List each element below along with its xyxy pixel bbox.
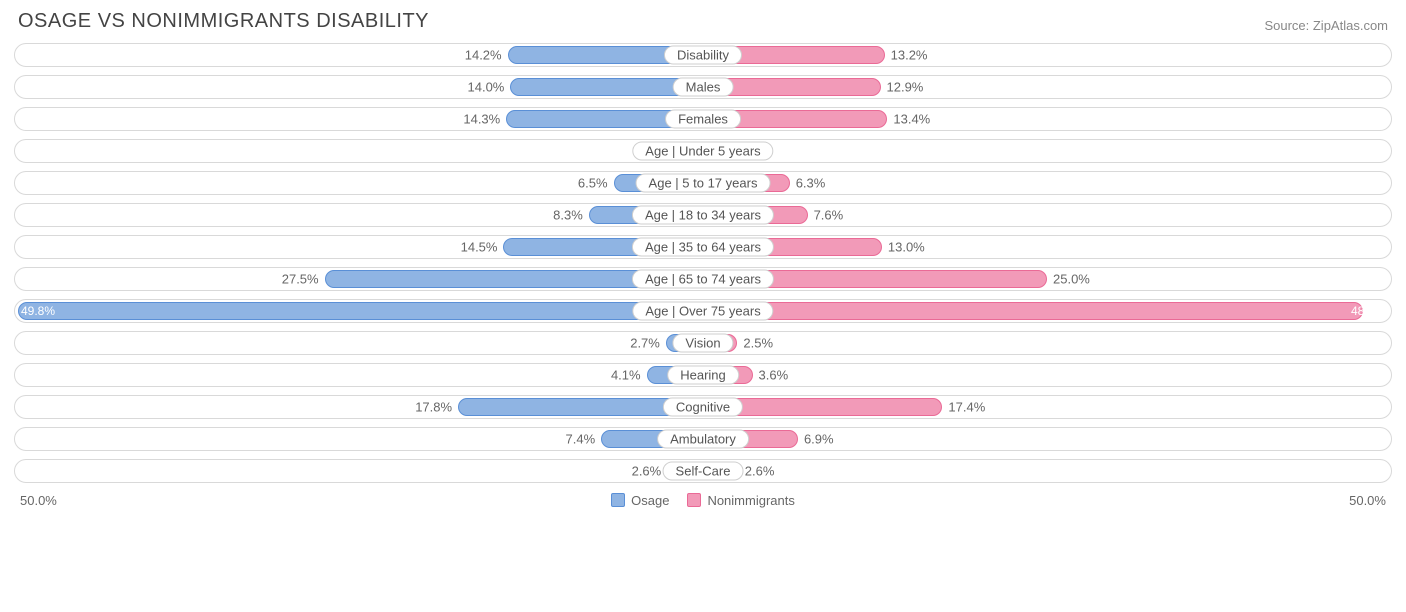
pct-left: 14.2% — [465, 48, 502, 63]
source-attribution: Source: ZipAtlas.com — [1264, 18, 1388, 33]
row-label: Age | 35 to 64 years — [632, 238, 774, 257]
pct-left: 6.5% — [578, 176, 608, 191]
pct-right: 13.0% — [888, 240, 925, 255]
row-label: Age | Over 75 years — [632, 302, 773, 321]
chart-row: 17.8% 17.4% Cognitive — [14, 395, 1392, 419]
axis-left-max: 50.0% — [20, 493, 57, 508]
chart-row: 14.5% 13.0% Age | 35 to 64 years — [14, 235, 1392, 259]
chart-row: 6.5% 6.3% Age | 5 to 17 years — [14, 171, 1392, 195]
pct-right: 2.6% — [745, 464, 775, 479]
chart-row: 27.5% 25.0% Age | 65 to 74 years — [14, 267, 1392, 291]
pct-left: 49.8% — [21, 304, 55, 318]
row-label: Self-Care — [663, 462, 744, 481]
pct-left: 8.3% — [553, 208, 583, 223]
pct-right: 13.4% — [893, 112, 930, 127]
pct-left: 2.6% — [632, 464, 662, 479]
row-label: Age | Under 5 years — [632, 142, 773, 161]
row-label: Ambulatory — [657, 430, 749, 449]
pct-right: 12.9% — [887, 80, 924, 95]
row-label: Age | 65 to 74 years — [632, 270, 774, 289]
pct-left: 4.1% — [611, 368, 641, 383]
pct-left: 14.3% — [463, 112, 500, 127]
legend-label: Nonimmigrants — [707, 493, 794, 508]
chart-row: 14.3% 13.4% Females — [14, 107, 1392, 131]
pct-right: 6.9% — [804, 432, 834, 447]
legend-swatch — [611, 493, 625, 507]
pct-right: 6.3% — [796, 176, 826, 191]
axis-right-max: 50.0% — [1349, 493, 1386, 508]
pct-left: 7.4% — [566, 432, 596, 447]
chart-row: 8.3% 7.6% Age | 18 to 34 years — [14, 203, 1392, 227]
pct-right: 13.2% — [891, 48, 928, 63]
row-label: Age | 18 to 34 years — [632, 206, 774, 225]
bar-left — [18, 302, 703, 320]
row-label: Females — [665, 110, 741, 129]
pct-left: 14.5% — [461, 240, 498, 255]
pct-right: 3.6% — [759, 368, 789, 383]
chart-row: 4.1% 3.6% Hearing — [14, 363, 1392, 387]
bar-right — [703, 302, 1363, 320]
chart-row: 14.2% 13.2% Disability — [14, 43, 1392, 67]
row-label: Cognitive — [663, 398, 743, 417]
chart-row: 49.8% 48.0% Age | Over 75 years — [14, 299, 1392, 323]
legend-item: Osage — [611, 493, 669, 508]
row-label: Males — [673, 78, 734, 97]
pct-right: 2.5% — [743, 336, 773, 351]
legend-item: Nonimmigrants — [687, 493, 794, 508]
pct-left: 27.5% — [282, 272, 319, 287]
pct-right: 7.6% — [814, 208, 844, 223]
chart-row: 7.4% 6.9% Ambulatory — [14, 427, 1392, 451]
row-label: Disability — [664, 46, 742, 65]
legend-label: Osage — [631, 493, 669, 508]
chart-row: 2.7% 2.5% Vision — [14, 331, 1392, 355]
pct-left: 14.0% — [468, 80, 505, 95]
legend-swatch — [687, 493, 701, 507]
diverging-bar-chart: 14.2% 13.2% Disability 14.0% 12.9% Males 14.3%… — [14, 43, 1392, 483]
pct-right: 48.0% — [1351, 304, 1385, 318]
pct-right: 17.4% — [948, 400, 985, 415]
row-label: Hearing — [667, 366, 739, 385]
pct-left: 2.7% — [630, 336, 660, 351]
chart-title: OSAGE VS NONIMMIGRANTS DISABILITY — [18, 10, 429, 33]
row-label: Age | 5 to 17 years — [636, 174, 771, 193]
pct-right: 25.0% — [1053, 272, 1090, 287]
chart-row: 2.6% 2.6%Self-Care — [14, 459, 1392, 483]
legend: Osage Nonimmigrants — [611, 493, 795, 508]
chart-row: 14.0% 12.9% Males — [14, 75, 1392, 99]
chart-row: 1.8%1.6%Age | Under 5 years — [14, 139, 1392, 163]
pct-left: 17.8% — [415, 400, 452, 415]
row-label: Vision — [672, 334, 733, 353]
